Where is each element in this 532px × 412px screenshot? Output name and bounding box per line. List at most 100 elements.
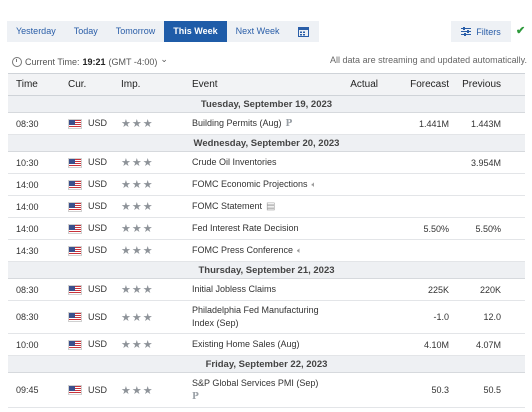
event-row[interactable]: 09:45 USD ★★★ S&P Global Services PMI (Sep)… — [8, 372, 525, 408]
events-table: Time Cur. Imp. Event Actual Forecast Pre… — [8, 73, 525, 408]
event-name-cell[interactable]: Fed Interest Rate Decision — [184, 217, 339, 240]
event-time: 09:45 — [8, 372, 60, 408]
event-currency: USD — [60, 195, 113, 218]
event-row[interactable]: 14:00 USD ★★★ Fed Interest Rate Decision 5.5… — [8, 217, 525, 240]
event-currency: USD — [60, 173, 113, 196]
event-time: 14:00 — [8, 217, 60, 240]
day-label: Tuesday, September 19, 2023 — [8, 95, 525, 113]
star-icons: ★★★ — [121, 311, 154, 324]
event-name-cell[interactable]: Existing Home Sales (Aug) — [184, 333, 339, 356]
currency-code: USD — [88, 179, 108, 190]
importance-stars: ★★★ — [113, 333, 184, 356]
star-icons: ★★★ — [121, 201, 154, 213]
currency-code: USD — [88, 245, 108, 256]
us-flag-icon — [68, 179, 82, 190]
tab-this-week[interactable]: This Week — [164, 21, 227, 42]
event-name-cell[interactable]: Philadelphia Fed Manufacturing Index (Se… — [184, 300, 339, 334]
event-previous — [453, 195, 525, 218]
event-name-cell[interactable]: FOMC Economic Projections 🔈︎ — [184, 173, 339, 196]
event-time: 08:30 — [8, 300, 60, 334]
current-time-label: Current Time: — [25, 56, 80, 67]
event-forecast: 5.50% — [382, 217, 453, 240]
event-previous — [453, 173, 525, 196]
importance-stars: ★★★ — [113, 278, 184, 301]
tab-yesterday[interactable]: Yesterday — [16, 26, 56, 36]
event-row[interactable]: 10:00 USD ★★★ Existing Home Sales (Aug) 4.10… — [8, 333, 525, 356]
importance-stars: ★★★ — [113, 372, 184, 408]
tab-tomorrow[interactable]: Tomorrow — [115, 26, 156, 36]
us-flag-icon — [68, 312, 82, 323]
col-event: Event — [184, 73, 339, 96]
event-previous: 5.50% — [453, 217, 525, 240]
event-currency: USD — [60, 278, 113, 301]
currency-code: USD — [88, 157, 108, 168]
day-label: Thursday, September 21, 2023 — [8, 261, 525, 279]
event-actual — [339, 151, 382, 174]
event-name-cell[interactable]: S&P Global Services PMI (Sep) P — [184, 372, 339, 408]
event-actual — [339, 173, 382, 196]
event-name[interactable]: Initial Jobless Claims — [192, 284, 277, 294]
day-header-row: Wednesday, September 20, 2023 — [8, 134, 525, 152]
event-time: 14:00 — [8, 195, 60, 218]
date-range-tabs: Yesterday Today Tomorrow This Week Next … — [7, 21, 320, 42]
event-actual — [339, 333, 382, 356]
preliminary-icon: P — [192, 391, 199, 402]
current-time[interactable]: Current Time: 19:21 (GMT -4:00) ⌄ — [12, 54, 168, 67]
event-name-cell[interactable]: FOMC Statement ▤ — [184, 195, 339, 218]
us-flag-icon — [68, 245, 82, 256]
importance-stars: ★★★ — [113, 195, 184, 218]
day-header-row: Tuesday, September 19, 2023 — [8, 95, 525, 113]
event-row[interactable]: 14:00 USD ★★★ FOMC Economic Projections 🔈︎ — [8, 173, 525, 196]
event-name[interactable]: Building Permits (Aug) — [192, 117, 282, 128]
event-name[interactable]: FOMC Economic Projections — [192, 179, 308, 189]
star-icons: ★★★ — [121, 179, 154, 191]
currency-code: USD — [88, 223, 108, 234]
tab-next-week[interactable]: Next Week — [235, 26, 280, 36]
event-forecast: 225K — [382, 278, 453, 301]
event-forecast: 1.441M — [382, 112, 453, 135]
event-row[interactable]: 08:30 USD ★★★ Building Permits (Aug) P 1.441M… — [8, 112, 525, 135]
event-name-cell[interactable]: Building Permits (Aug) P — [184, 112, 339, 135]
chevron-down-icon[interactable]: ⌄ — [160, 54, 168, 64]
star-icons: ★★★ — [121, 118, 154, 130]
event-name[interactable]: Existing Home Sales (Aug) — [192, 339, 300, 349]
currency-code: USD — [88, 384, 108, 395]
speaker-icon: 🔈︎ — [311, 180, 317, 189]
col-time: Time — [8, 73, 60, 96]
event-row[interactable]: 14:30 USD ★★★ FOMC Press Conference 🔈︎ — [8, 239, 525, 262]
event-name[interactable]: Fed Interest Rate Decision — [192, 223, 299, 233]
sliders-icon — [461, 27, 472, 36]
filters-label: Filters — [476, 26, 501, 37]
event-row[interactable]: 10:30 USD ★★★ Crude Oil Inventories 3.954M — [8, 151, 525, 174]
current-time-value: 19:21 — [82, 56, 106, 67]
event-name[interactable]: FOMC Press Conference — [192, 245, 294, 255]
importance-stars: ★★★ — [113, 300, 184, 334]
importance-stars: ★★★ — [113, 151, 184, 174]
currency-code: USD — [88, 339, 108, 350]
event-time: 10:00 — [8, 333, 60, 356]
event-forecast: 4.10M — [382, 333, 453, 356]
event-previous: 12.0 — [453, 300, 525, 334]
event-forecast — [382, 195, 453, 218]
timezone: (GMT -4:00) — [108, 56, 158, 67]
event-currency: USD — [60, 217, 113, 240]
event-previous: 1.443M — [453, 112, 525, 135]
tab-today[interactable]: Today — [73, 26, 98, 36]
event-row[interactable]: 08:30 USD ★★★ Philadelphia Fed Manufacturin… — [8, 300, 525, 334]
event-currency: USD — [60, 333, 113, 356]
event-time: 14:30 — [8, 239, 60, 262]
event-name-cell[interactable]: Initial Jobless Claims — [184, 278, 339, 301]
event-name-cell[interactable]: Crude Oil Inventories — [184, 151, 339, 174]
day-header-row: Thursday, September 21, 2023 — [8, 261, 525, 279]
event-row[interactable]: 14:00 USD ★★★ FOMC Statement ▤ — [8, 195, 525, 218]
event-name[interactable]: S&P Global Services PMI (Sep) — [192, 377, 319, 388]
importance-stars: ★★★ — [113, 173, 184, 196]
event-name[interactable]: Philadelphia Fed Manufacturing Index (Se… — [192, 305, 319, 328]
event-name[interactable]: FOMC Statement — [192, 201, 263, 211]
calendar-button[interactable] — [288, 21, 319, 42]
event-name[interactable]: Crude Oil Inventories — [192, 157, 277, 167]
us-flag-icon — [68, 284, 82, 295]
event-name-cell[interactable]: FOMC Press Conference 🔈︎ — [184, 239, 339, 262]
filters-button[interactable]: Filters — [451, 21, 511, 42]
event-row[interactable]: 08:30 USD ★★★ Initial Jobless Claims 225K 220… — [8, 278, 525, 301]
